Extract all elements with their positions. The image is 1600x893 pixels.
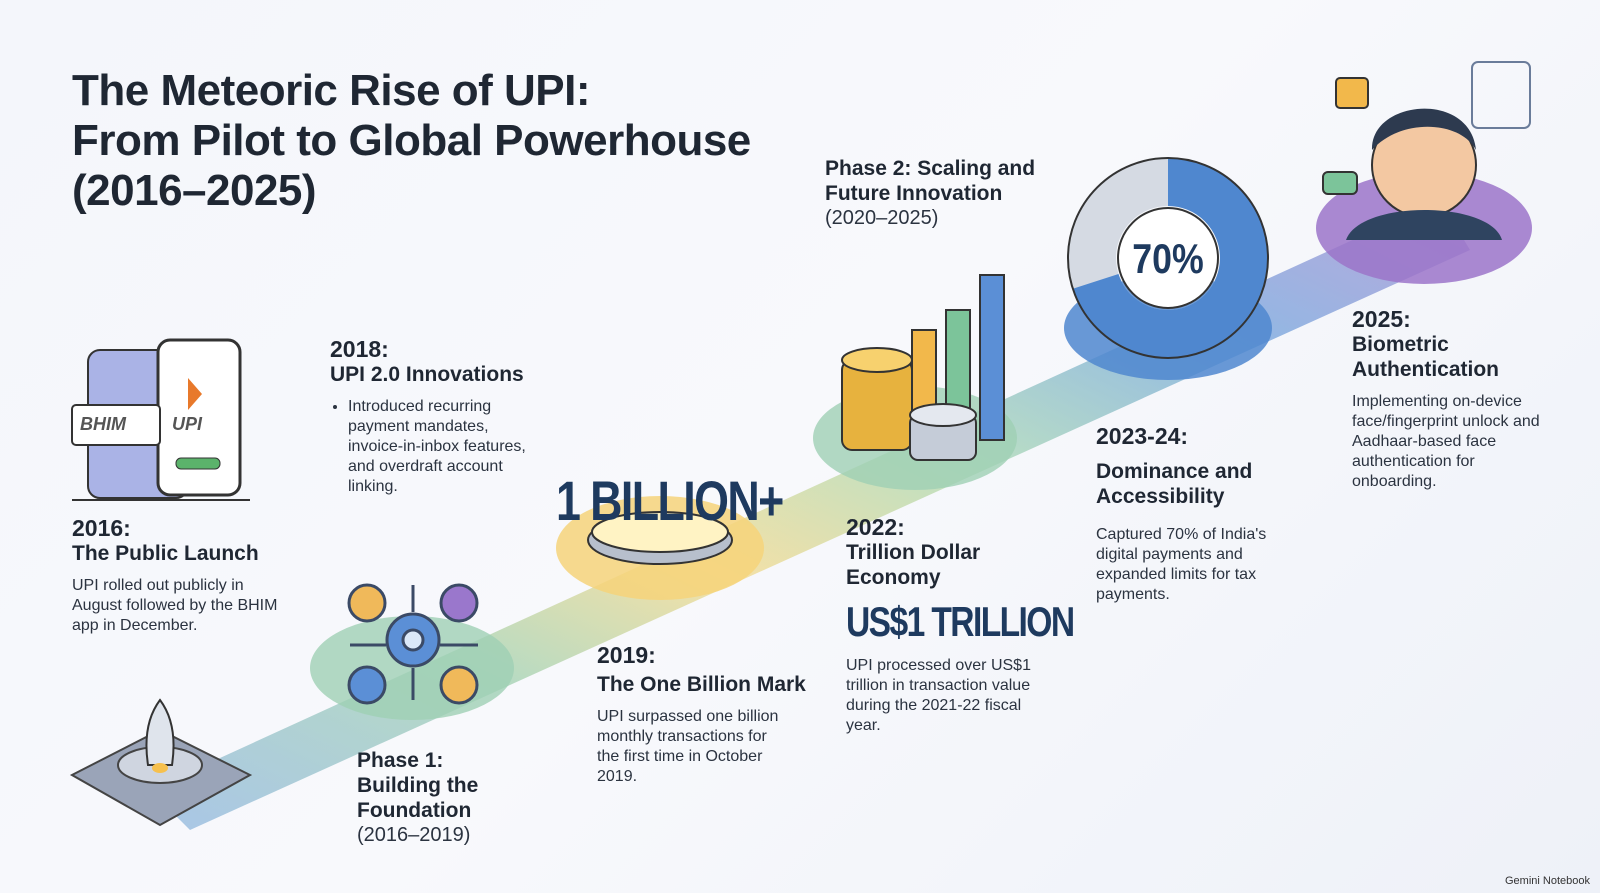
title: The Meteoric Rise of UPI: From Pilot to … (72, 66, 751, 216)
phase-period: (2020–2025) (825, 207, 939, 229)
phone-button (175, 457, 221, 470)
donut-label: 70% (1132, 236, 1203, 282)
title-line: (2016–2025) (72, 166, 317, 215)
year: 2025: (1352, 306, 1411, 332)
year: 2018: (330, 336, 389, 362)
year: 2016: (72, 515, 131, 541)
watermark: Gemini Notebook (1505, 875, 1590, 887)
phase-heading: Phase 1: (357, 749, 444, 772)
logo-card (71, 404, 161, 446)
milestone-title: Trillion Dollar Economy (846, 541, 981, 589)
phase-name: Building the Foundation (357, 774, 479, 822)
coins-bars (841, 274, 1005, 461)
phase: Phase 1: Building the Foundation (2016–2… (357, 748, 517, 847)
milestone: 2022: Trillion Dollar Economy US$1 TRILL… (846, 514, 1075, 736)
description: UPI surpassed one billion monthly transa… (597, 708, 779, 785)
highlight: US$1 TRILLION (846, 598, 1075, 645)
milestone: 2018: UPI 2.0 Innovations Introduced rec… (330, 336, 530, 497)
title-line: From Pilot to Global Powerhouse (72, 116, 751, 165)
shoulders (1346, 210, 1502, 240)
milestone: 2025: Biometric Authentication Implement… (1352, 306, 1542, 492)
flame (152, 763, 168, 773)
description: Captured 70% of India's digital payments… (1096, 526, 1267, 603)
description: UPI processed over US$1 trillion in tran… (846, 657, 1031, 734)
highlight: 1 BILLION+ (556, 469, 784, 532)
milestone-title: UPI 2.0 Innovations (330, 363, 524, 386)
milestone: 2016: The Public Launch UPI rolled out p… (72, 515, 292, 636)
donut-arc (1068, 158, 1268, 358)
description: Implementing on-device face/fingerprint … (1352, 393, 1540, 490)
milestone: 2023-24: Dominance and Accessibility Cap… (1096, 423, 1296, 605)
platter-top (591, 511, 729, 553)
milestone-title: Dominance and Accessibility (1096, 460, 1253, 508)
milestone-title: Biometric Authentication (1352, 333, 1499, 381)
milestone: 2019: The One Billion Mark UPI surpassed… (597, 642, 822, 787)
year: 2023-24: (1096, 423, 1189, 449)
milestone-title: The Public Launch (72, 542, 259, 565)
rocket (145, 698, 175, 766)
phase: Phase 2: Scaling and Future Innovation (… (825, 156, 1055, 230)
description: UPI rolled out publicly in August follow… (72, 577, 278, 634)
donut-hole (1117, 207, 1219, 309)
phase-period: (2016–2019) (357, 824, 471, 846)
phase-heading: Phase 2: Scaling and Future Innovation (825, 157, 1036, 205)
logo-text: UPI (172, 414, 203, 434)
donut-rim (1067, 157, 1269, 359)
lock (1335, 77, 1369, 109)
title-line: The Meteoric Rise of UPI: (72, 66, 591, 115)
milestone-title: The One Billion Mark (597, 673, 806, 696)
upi-mark (188, 378, 202, 410)
fingerprint-frame (1471, 61, 1531, 129)
year: 2019: (597, 642, 656, 668)
year: 2022: (846, 514, 905, 540)
chat-icon (1322, 171, 1358, 195)
bullet: Introduced recurring payment mandates, i… (348, 397, 530, 497)
logo-text: BHIM (80, 414, 126, 434)
hair (1371, 108, 1476, 150)
gears (347, 583, 479, 705)
bullet-list: Introduced recurring payment mandates, i… (330, 397, 530, 497)
